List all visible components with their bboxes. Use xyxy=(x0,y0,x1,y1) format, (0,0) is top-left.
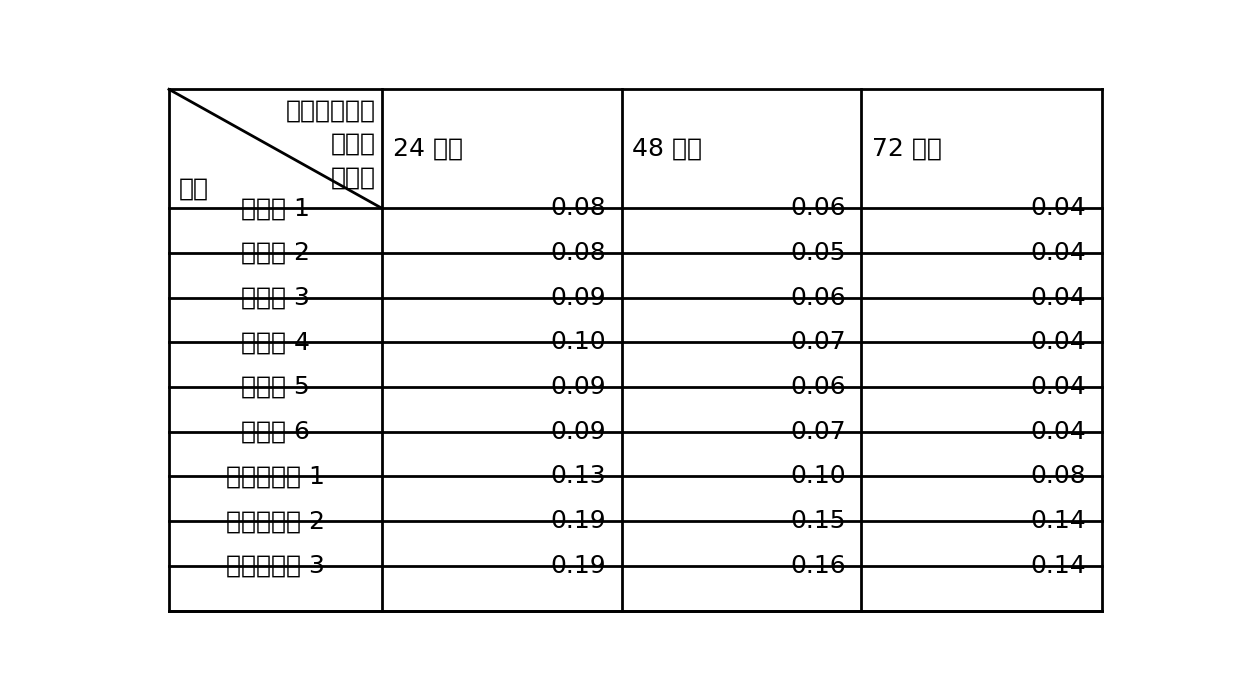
Text: 0.09: 0.09 xyxy=(551,286,606,310)
Text: 0.04: 0.04 xyxy=(1030,375,1086,399)
Text: 0.14: 0.14 xyxy=(1030,509,1086,533)
Text: 0.16: 0.16 xyxy=(790,554,846,578)
Text: 实施例 5: 实施例 5 xyxy=(241,375,310,399)
Text: 0.19: 0.19 xyxy=(551,509,606,533)
Text: 0.10: 0.10 xyxy=(790,464,846,489)
Text: 0.08: 0.08 xyxy=(1030,464,1086,489)
Text: 实施例 2: 实施例 2 xyxy=(241,241,310,265)
Text: 实施例 4: 实施例 4 xyxy=(241,331,310,354)
Text: 0.04: 0.04 xyxy=(1030,286,1086,310)
Text: 0.04: 0.04 xyxy=(1030,241,1086,265)
Text: 0.06: 0.06 xyxy=(790,286,846,310)
Text: 甲醉浓度（毫
克／立
方米）: 甲醉浓度（毫 克／立 方米） xyxy=(285,98,376,190)
Text: 对比实施例 2: 对比实施例 2 xyxy=(226,509,325,533)
Text: 实施例 3: 实施例 3 xyxy=(241,286,310,310)
Text: 0.04: 0.04 xyxy=(1030,420,1086,444)
Text: 实施例 6: 实施例 6 xyxy=(241,420,310,444)
Text: 0.07: 0.07 xyxy=(790,420,846,444)
Text: 0.09: 0.09 xyxy=(551,420,606,444)
Text: 0.15: 0.15 xyxy=(790,509,846,533)
Text: 0.06: 0.06 xyxy=(790,196,846,220)
Text: 0.06: 0.06 xyxy=(790,375,846,399)
Text: 0.04: 0.04 xyxy=(1030,196,1086,220)
Text: 0.19: 0.19 xyxy=(551,554,606,578)
Text: 0.14: 0.14 xyxy=(1030,554,1086,578)
Text: 72 小时: 72 小时 xyxy=(872,137,942,161)
Text: 实施例 1: 实施例 1 xyxy=(241,196,310,220)
Text: 48 小时: 48 小时 xyxy=(632,137,702,161)
Text: 0.07: 0.07 xyxy=(790,331,846,354)
Text: 0.08: 0.08 xyxy=(551,241,606,265)
Text: 对比实施例 1: 对比实施例 1 xyxy=(226,464,325,489)
Text: 0.10: 0.10 xyxy=(551,331,606,354)
Text: 0.13: 0.13 xyxy=(551,464,606,489)
Text: 0.08: 0.08 xyxy=(551,196,606,220)
Text: 0.09: 0.09 xyxy=(551,375,606,399)
Text: 0.04: 0.04 xyxy=(1030,331,1086,354)
Text: 对比实施例 3: 对比实施例 3 xyxy=(226,554,325,578)
Text: 0.05: 0.05 xyxy=(790,241,846,265)
Text: 24 小时: 24 小时 xyxy=(393,137,463,161)
Text: 组别: 组别 xyxy=(179,177,208,200)
